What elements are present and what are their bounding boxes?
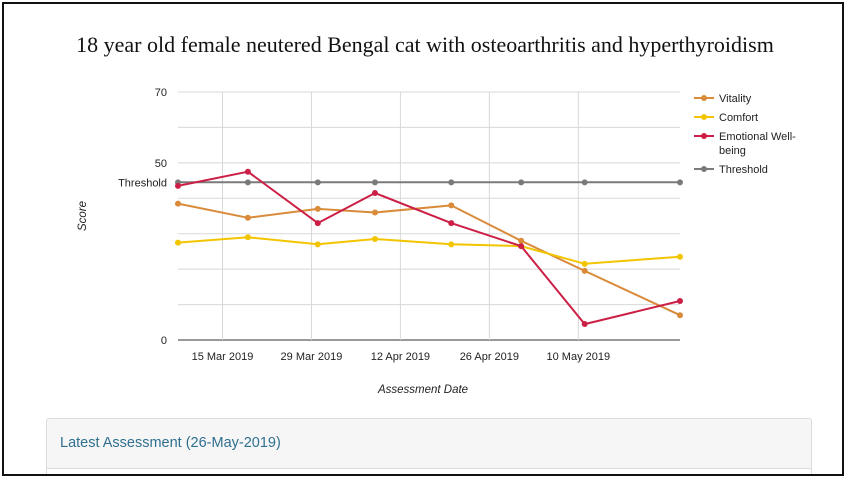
data-point-threshold: [371, 179, 378, 186]
latest-assessment-panel: Latest Assessment (26-May-2019): [46, 418, 812, 474]
data-point-emotional-well-being: [314, 220, 321, 227]
y-tick-label: 70: [155, 87, 167, 99]
data-point-emotional-well-being: [175, 182, 181, 189]
x-tick-label: 12 Apr 2019: [371, 351, 430, 363]
data-point-threshold: [677, 179, 683, 186]
chart-title: 18 year old female neutered Bengal cat w…: [76, 32, 774, 57]
x-tick-label: 10 May 2019: [547, 351, 611, 363]
line-chart: 0 50 70 Threshold 15 Mar 2019 29 Mar 2019 12 A…: [77, 87, 796, 396]
data-point-vitality: [314, 205, 321, 212]
series-line-emotional-well-being: [177, 170, 681, 326]
data-point-threshold: [518, 179, 525, 186]
data-point-comfort: [581, 260, 588, 267]
legend-layer: Vitality Comfort Emotional Well-being Thres…: [694, 93, 796, 176]
y-tick-label: 0: [161, 335, 167, 347]
panel-header[interactable]: Latest Assessment (26-May-2019): [47, 419, 811, 469]
data-point-threshold: [314, 179, 321, 186]
y-tick-label: 50: [155, 158, 167, 170]
data-point-emotional-well-being: [518, 243, 525, 250]
x-tick-label: 26 Apr 2019: [460, 351, 519, 363]
y-axis-title: Score: [77, 201, 89, 231]
data-point-comfort: [175, 239, 181, 246]
data-point-emotional-well-being: [371, 189, 378, 196]
data-point-vitality: [371, 209, 378, 216]
x-axis-title: Assessment Date: [377, 384, 468, 396]
figure-frame: 18 year old female neutered Bengal cat w…: [2, 2, 844, 476]
data-point-vitality: [448, 202, 455, 209]
data-point-emotional-well-being: [677, 298, 683, 305]
panel-body: [47, 469, 811, 474]
series-line-vitality: [177, 202, 681, 317]
series-line-comfort: [177, 236, 681, 265]
data-point-vitality: [244, 214, 251, 221]
panel-title[interactable]: Latest Assessment (26-May-2019): [60, 435, 281, 451]
data-point-vitality: [677, 312, 683, 319]
data-point-comfort: [314, 241, 321, 248]
legend-marker-threshold: [701, 166, 707, 172]
legend-marker-comfort: [701, 114, 707, 120]
legend-label-comfort: Comfort: [719, 112, 758, 124]
legend-label-emotional-well-being: Emotional Well-being: [719, 131, 796, 157]
data-point-threshold: [581, 179, 588, 186]
data-point-comfort: [677, 253, 683, 260]
data-point-vitality: [581, 267, 588, 274]
threshold-axis-label: Threshold: [118, 177, 167, 189]
legend-marker-emotional-well-being: [701, 133, 707, 139]
data-point-threshold: [448, 179, 455, 186]
data-point-comfort: [448, 241, 455, 248]
x-tick-label: 29 Mar 2019: [281, 351, 343, 363]
data-point-emotional-well-being: [244, 168, 251, 175]
axis-layer: 0 50 70 Threshold 15 Mar 2019 29 Mar 2019 12 A…: [77, 87, 610, 396]
series-layer: [175, 168, 683, 328]
data-point-vitality: [518, 237, 525, 244]
data-point-vitality: [175, 200, 181, 207]
legend-label-threshold: Threshold: [719, 164, 768, 176]
legend-label-vitality: Vitality: [719, 93, 752, 105]
data-point-comfort: [244, 234, 251, 241]
legend-marker-vitality: [701, 95, 707, 101]
data-point-comfort: [371, 236, 378, 243]
data-point-emotional-well-being: [581, 321, 588, 328]
grid-layer: [178, 91, 680, 341]
data-point-threshold: [244, 179, 251, 186]
x-tick-label: 15 Mar 2019: [192, 351, 254, 363]
data-point-emotional-well-being: [448, 220, 455, 227]
